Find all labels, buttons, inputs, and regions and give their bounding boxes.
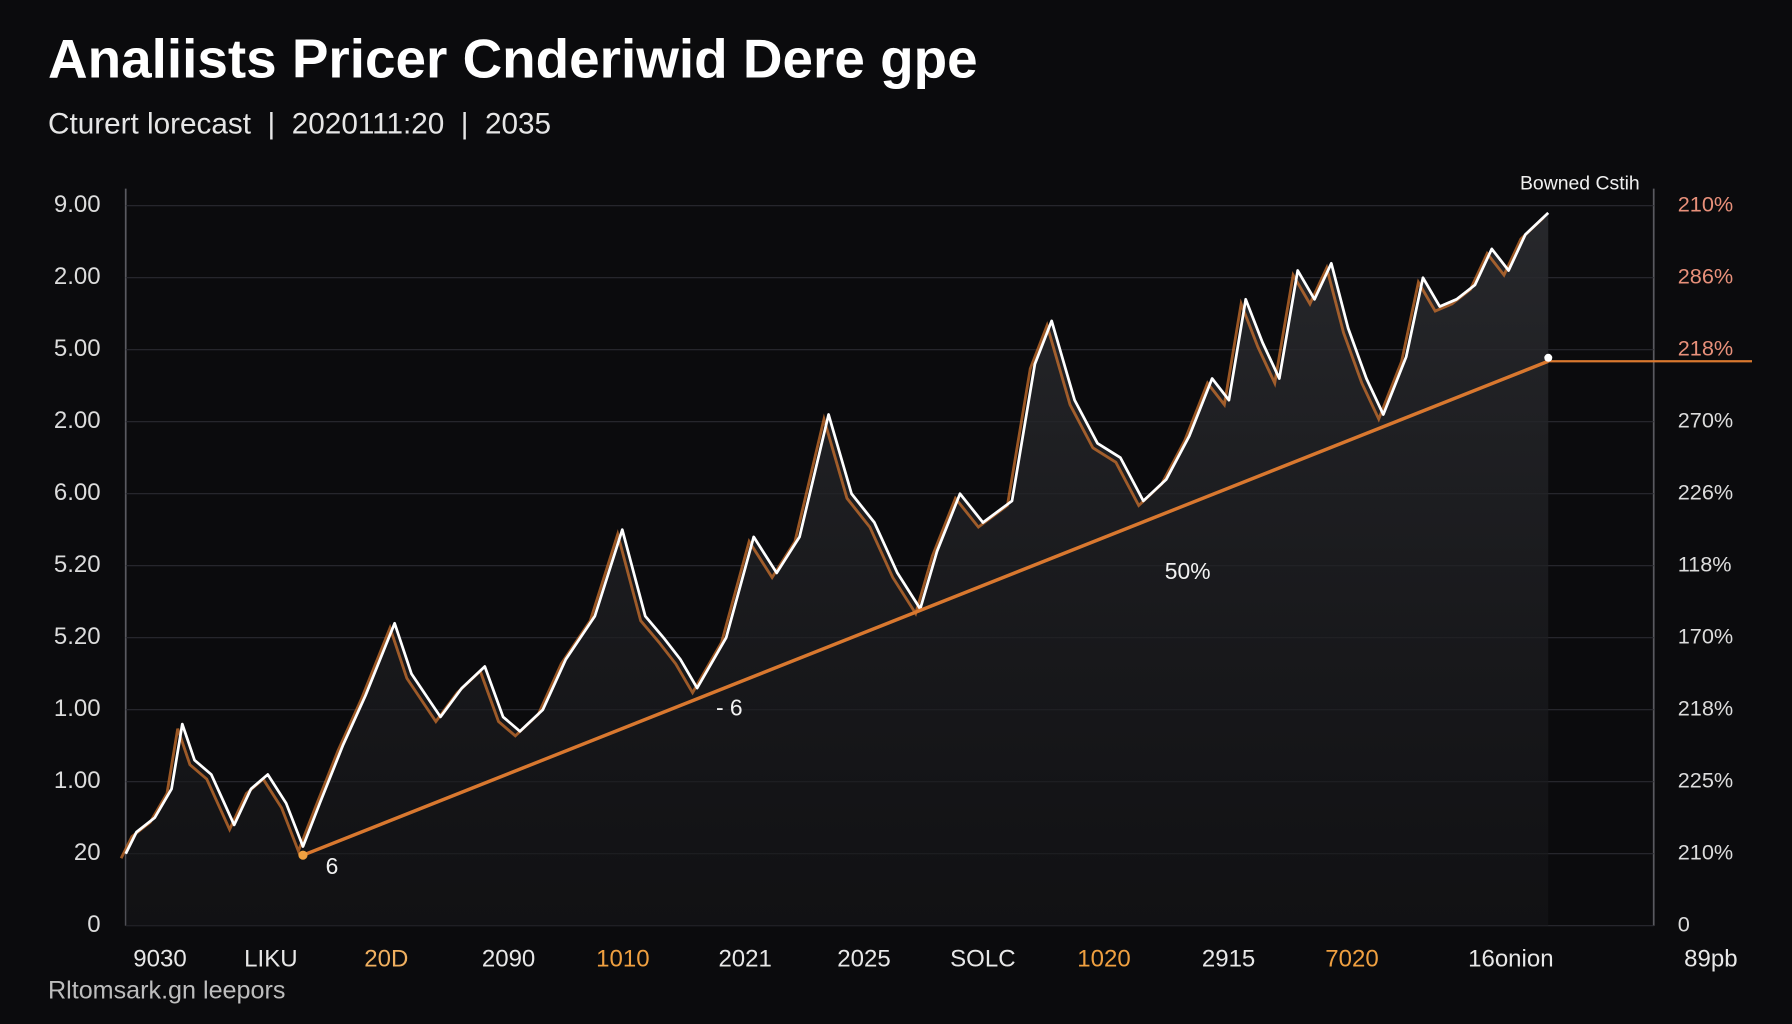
y-tick-label: 5.00 <box>54 335 101 362</box>
x-tick-label: 1010 <box>596 945 649 972</box>
series-label: Bowned Cstih <box>1520 172 1640 194</box>
y-tick-label: 1.00 <box>54 695 101 722</box>
x-tick-label: SOLC <box>950 945 1015 972</box>
x-tick-label: 2021 <box>718 945 771 972</box>
footer: Rltomsark.gn leepors <box>48 977 285 1005</box>
y2-tick-label: 0 <box>1678 911 1690 936</box>
y2-tick-label: 218% <box>1678 335 1734 360</box>
line-glow <box>119 216 1545 859</box>
x-tick-label: 1020 <box>1077 945 1130 972</box>
y2-tick-label: 218% <box>1678 695 1734 720</box>
trend-point <box>1544 353 1553 362</box>
y2-tick-label: 286% <box>1678 263 1734 288</box>
y2-tick-label: 225% <box>1678 767 1734 792</box>
y2-tick-label: 118% <box>1678 551 1732 576</box>
y2-tick-label: 226% <box>1678 479 1734 504</box>
y2-tick-label: 210% <box>1678 839 1734 864</box>
x-tick-label: 16onion <box>1468 945 1553 972</box>
y-tick-label: 6.00 <box>54 479 101 506</box>
y-tick-label: 5.20 <box>54 551 101 578</box>
trend-point <box>298 850 308 860</box>
x-tick-label: 20D <box>364 945 408 972</box>
annotation: 50% <box>1165 558 1211 584</box>
x-tick-label: 2915 <box>1202 945 1255 972</box>
annotation: 6 <box>326 853 339 879</box>
y-tick-label: 9.00 <box>54 191 101 218</box>
y2-tick-label: 210% <box>1678 191 1734 216</box>
area <box>125 212 1549 926</box>
y2-tick-label: 270% <box>1678 407 1734 432</box>
annotation: - 6 <box>716 695 743 721</box>
x-tick-label: 7020 <box>1325 945 1378 972</box>
y-tick-label: 1.00 <box>54 767 101 794</box>
x-tick-label: 89pb <box>1684 945 1737 972</box>
y-tick-label: 0 <box>87 911 100 938</box>
x-tick-label: 2090 <box>482 945 535 972</box>
x-tick-label: 9030 <box>133 945 186 972</box>
y-tick-label: 2.00 <box>54 407 101 434</box>
y2-tick-label: 170% <box>1678 623 1734 648</box>
x-tick-label: 2025 <box>837 945 890 972</box>
x-tick-label: LIKU <box>244 945 297 972</box>
y-tick-label: 5.20 <box>54 623 101 650</box>
trend-line <box>302 359 1549 857</box>
chart-title: Analiists Pricer Cnderiwid Dere gpe <box>48 27 978 89</box>
line <box>124 211 1550 855</box>
y-tick-label: 20 <box>74 839 101 866</box>
chart-subtitle: Cturert lorecast | 2020111:20 | 2035 <box>48 108 551 141</box>
y-tick-label: 2.00 <box>54 263 101 290</box>
